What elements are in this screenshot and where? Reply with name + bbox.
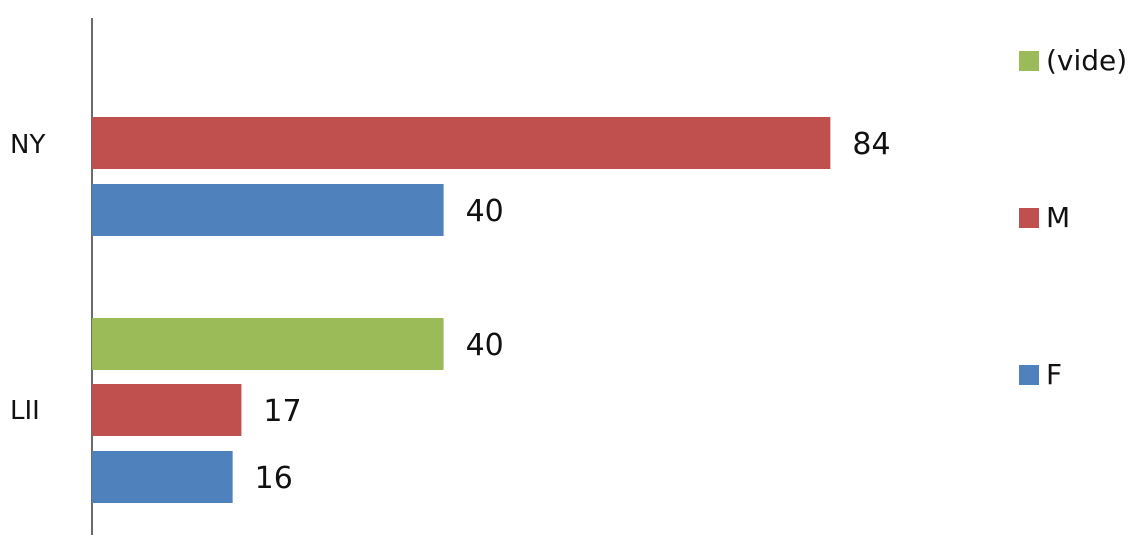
legend-label-f: F bbox=[1046, 358, 1062, 391]
category-label-lii: LII bbox=[10, 396, 40, 426]
data-labels: 40 84 17 40 16 bbox=[255, 127, 891, 496]
bar-lii-m bbox=[92, 384, 242, 436]
legend: (vide) M F bbox=[1019, 44, 1127, 391]
bar-ny-m bbox=[92, 117, 831, 169]
data-label-lii-vide: 40 bbox=[466, 328, 504, 363]
legend-label-vide: (vide) bbox=[1046, 44, 1127, 77]
data-label-lii-f: 16 bbox=[255, 461, 293, 496]
data-label-lii-m: 17 bbox=[263, 394, 301, 429]
legend-swatch-f bbox=[1019, 365, 1039, 385]
data-label-ny-f: 40 bbox=[466, 194, 504, 229]
category-label-ny: NY bbox=[10, 130, 45, 160]
bar-lii-vide bbox=[92, 318, 444, 370]
legend-swatch-vide bbox=[1019, 51, 1039, 71]
bar-lii-f bbox=[92, 451, 233, 503]
bars bbox=[92, 117, 831, 503]
data-label-ny-m: 84 bbox=[852, 127, 890, 162]
category-labels: NY LII bbox=[10, 130, 45, 426]
bar-ny-f bbox=[92, 184, 444, 236]
legend-label-m: M bbox=[1046, 201, 1070, 234]
legend-swatch-m bbox=[1019, 208, 1039, 228]
